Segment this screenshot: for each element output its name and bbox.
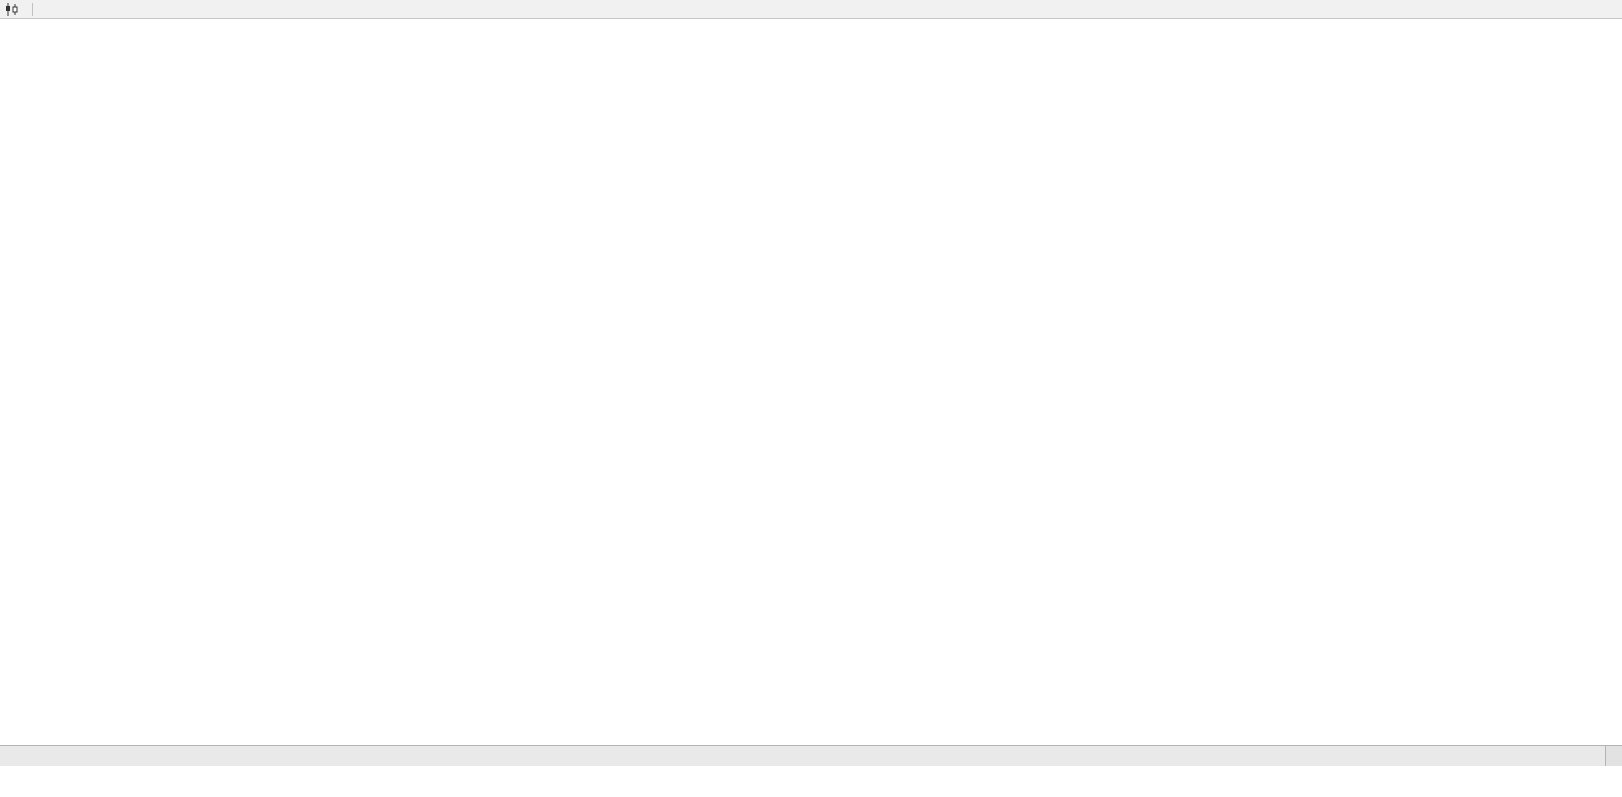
candlestick-chart-icon[interactable] bbox=[4, 2, 20, 16]
price-chart-canvas[interactable] bbox=[0, 19, 1622, 745]
top-toolbar bbox=[0, 0, 1622, 19]
toolbar-separator bbox=[32, 2, 33, 16]
tab-scroll-button[interactable] bbox=[1605, 746, 1622, 766]
chart-window bbox=[0, 19, 1622, 745]
chart-tabs-bar bbox=[0, 745, 1622, 766]
